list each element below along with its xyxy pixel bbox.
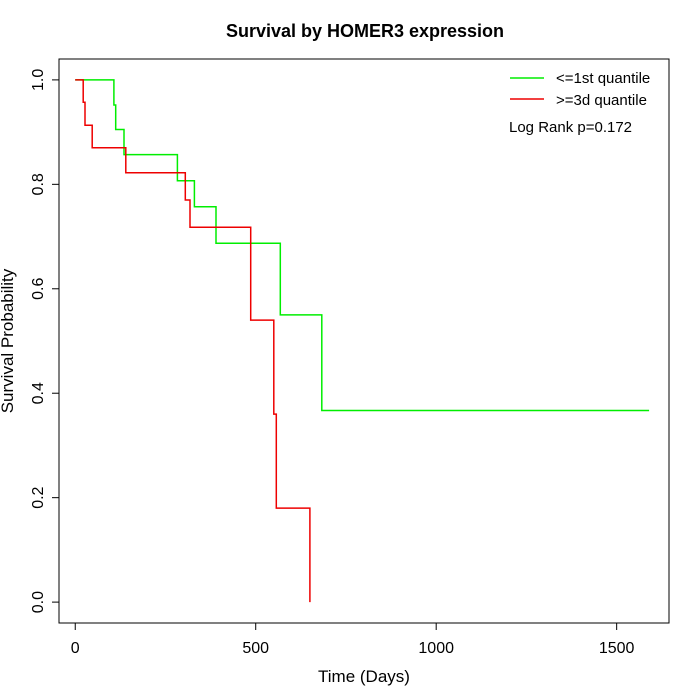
y-tick-label: 0.6 <box>30 278 47 300</box>
series-layer <box>75 79 650 603</box>
x-axis: 0 500 1000 1500 <box>71 622 635 657</box>
series-line-2 <box>75 79 311 603</box>
y-tick-label: 1.0 <box>30 69 47 91</box>
x-tick-label: 0 <box>71 640 80 657</box>
plot-frame <box>58 58 670 624</box>
y-tick-label: 0.2 <box>30 486 47 508</box>
y-tick-label: 0.8 <box>30 173 47 195</box>
legend: <=1st quantile >=3d quantile <box>510 70 650 109</box>
x-tick-label: 1500 <box>599 640 635 657</box>
chart-title: Survival by HOMER3 expression <box>226 21 504 41</box>
y-tick-label: 0.0 <box>30 591 47 613</box>
log-rank-annotation: Log Rank p=0.172 <box>509 119 632 136</box>
legend-label-series-2: >=3d quantile <box>556 92 647 109</box>
x-tick-label: 1000 <box>418 640 454 657</box>
legend-label-series-1: <=1st quantile <box>556 70 650 87</box>
x-axis-label: Time (Days) <box>318 667 410 686</box>
y-tick-label: 0.4 <box>30 382 47 404</box>
x-tick-label: 500 <box>242 640 269 657</box>
y-axis: 0.0 0.2 0.4 0.6 0.8 1.0 <box>30 69 60 613</box>
y-axis-label: Survival Probability <box>0 268 17 413</box>
